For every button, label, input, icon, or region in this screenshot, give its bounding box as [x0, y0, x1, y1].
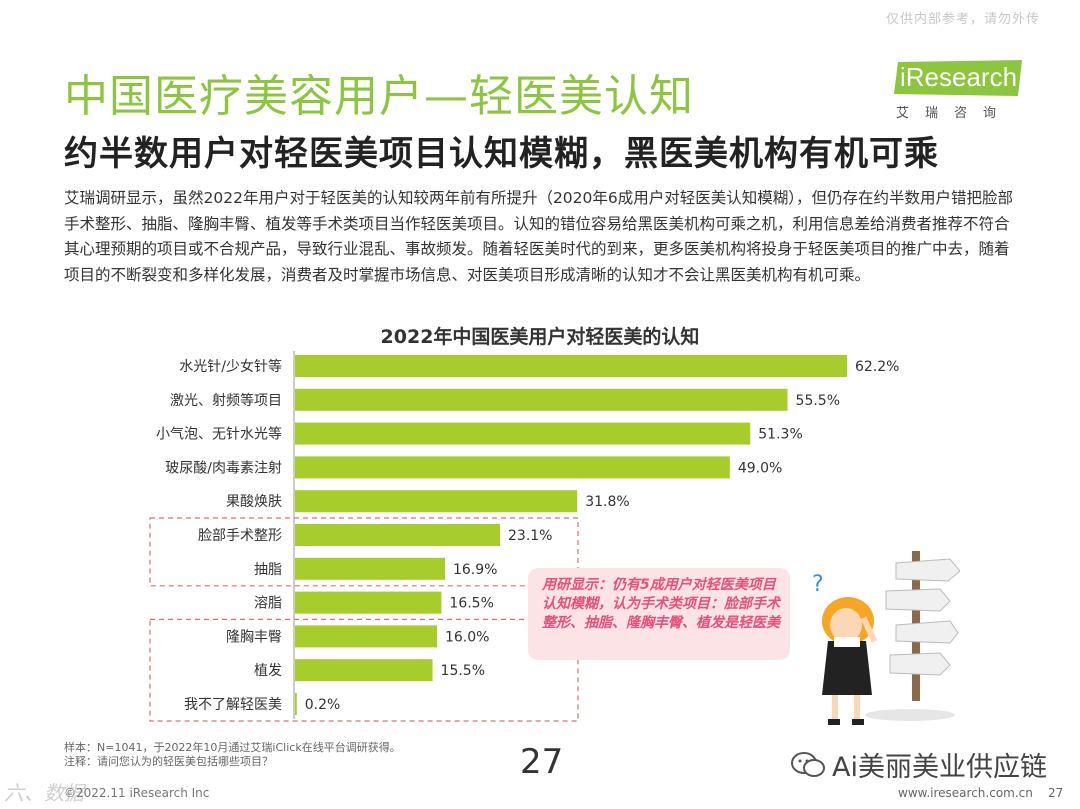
highlight-group-box: [149, 517, 579, 587]
highlight-group-box: [149, 618, 579, 722]
logo-brand-text: iResearch: [900, 62, 1018, 92]
data-label: 55.5%: [796, 393, 840, 409]
bar: [295, 591, 442, 614]
wechat-label: Ai美丽美业供应链: [832, 752, 1047, 783]
category-label: 水光针/少女针等: [179, 358, 282, 375]
category-label: 小气泡、无针水光等: [156, 426, 282, 443]
bar: [295, 388, 788, 411]
data-label: 15.5%: [441, 663, 485, 679]
iresearch-logo: iResearch 艾瑞咨询: [894, 60, 1024, 121]
confused-girl-signpost-illustration: ?: [812, 551, 960, 725]
bottom-left-watermark: 六、数据: [4, 781, 84, 805]
wechat-source-watermark: Ai美丽美业供应链: [790, 745, 1047, 784]
category-label: 隆胸丰臀: [226, 629, 282, 645]
category-label: 激光、射频等项目: [170, 392, 282, 409]
bar: [295, 490, 578, 513]
category-label: 溶脂: [254, 596, 282, 612]
bar: [295, 422, 751, 445]
data-label: 62.2%: [855, 359, 899, 375]
chart-title: 2022年中国医美用户对轻医美的认知: [380, 326, 700, 348]
data-label: 49.0%: [738, 460, 782, 476]
page-title: 中国医疗美容用户—轻医美认知: [64, 71, 694, 122]
bar: [295, 693, 297, 715]
data-label: 0.2%: [305, 697, 341, 713]
page-number: 27: [1048, 786, 1064, 800]
category-label: 果酸焕肤: [226, 493, 282, 510]
bar: [295, 456, 730, 479]
data-label: 16.0%: [445, 629, 489, 645]
bar: [295, 625, 437, 648]
svg-text:?: ?: [812, 572, 824, 597]
bar: [295, 355, 847, 377]
copyright-text: ©2022.11 iResearch Inc: [64, 786, 210, 800]
question-note: 注释：请问您认为的轻医美包括哪些项目？: [64, 755, 273, 768]
bar: [295, 557, 445, 580]
website-url: www.iresearch.com.cn: [898, 786, 1033, 800]
category-label: 脸部手术整形: [198, 528, 282, 544]
bar: [295, 524, 501, 546]
page-subtitle: 约半数用户对轻医美项目认知模糊，黑医美机构有机可乘: [64, 134, 939, 174]
callout-text: 用研显示：仍有5成用户对轻医美项目认知模糊，认为手术类项目：脸部手术整形、抽脂、…: [542, 577, 780, 631]
wechat-icon: [791, 751, 825, 777]
category-label: 植发: [254, 663, 282, 679]
bar: [295, 659, 433, 682]
data-label: 16.5%: [449, 596, 493, 612]
sample-note: 样本：N=1041，于2022年10月通过艾瑞iClick在线平台调研获得。: [64, 741, 401, 754]
logo-badge-shape: [894, 60, 1022, 96]
data-label: 31.8%: [585, 494, 629, 510]
logo-cn-text: 艾瑞咨询: [896, 106, 1013, 121]
category-label: 玻尿酸/肉毒素注射: [165, 460, 282, 476]
intro-paragraph: 艾瑞调研显示，虽然2022年用户对于轻医美的认知较两年前有所提升（2020年6成…: [64, 189, 1014, 284]
data-label: 51.3%: [758, 427, 802, 443]
footnote: 样本：N=1041，于2022年10月通过艾瑞iClick在线平台调研获得。 注…: [64, 741, 401, 769]
page-number-large: 27: [520, 742, 564, 782]
category-label: 我不了解轻医美: [184, 697, 282, 713]
category-label: 抽脂: [254, 562, 282, 578]
data-label: 23.1%: [508, 528, 552, 544]
confidential-watermark: 仅供内部参考，请勿外传: [885, 12, 1040, 27]
callout-box: 用研显示：仍有5成用户对轻医美项目认知模糊，认为手术类项目：脸部手术整形、抽脂、…: [528, 568, 790, 660]
data-label: 16.9%: [453, 562, 497, 578]
